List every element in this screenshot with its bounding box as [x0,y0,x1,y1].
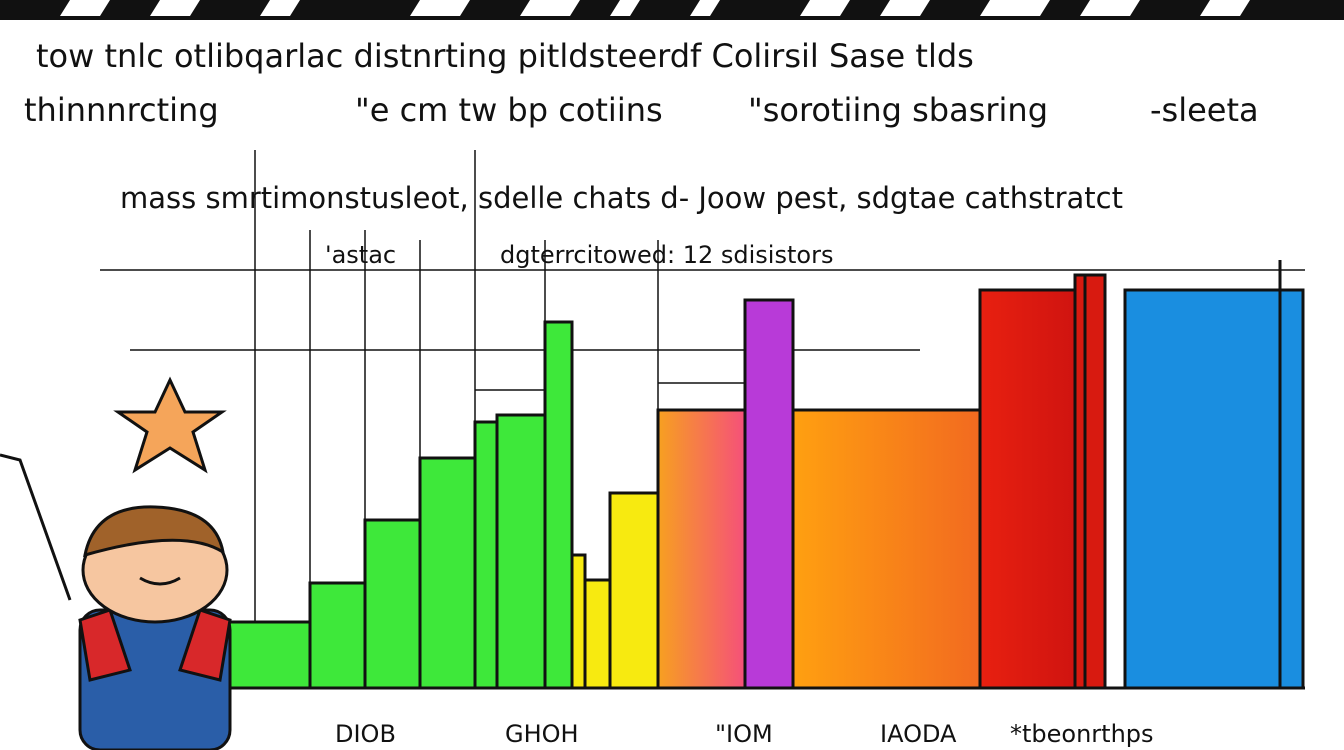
caption-line: mass smrtimonstusleot, sdelle chats d- J… [120,181,1123,215]
header-line: tow tnlc otlibqarlac distnrting pitldste… [36,37,974,75]
bottom-label: *tbeonrthps [1010,720,1154,748]
bottom-label: GHOH [505,720,579,748]
header-fragment: "sorotiing sbasring [748,91,1048,129]
bottom-label: IAODA [880,720,957,748]
bottom-label: "IOM [715,720,773,748]
header-fragment: "e cm tw bp cotiins [355,91,663,129]
top-stripe [0,0,1344,20]
cartoon-kid [0,376,232,750]
bottom-label: DIOB [335,720,396,748]
header-fragment: thinnnrcting [24,91,219,129]
caption-fragment: 'astac [325,241,396,269]
caption-fragment: dgterrcitowed: 12 sdisistors [500,241,833,269]
header-fragment: -sleeta [1150,91,1259,129]
